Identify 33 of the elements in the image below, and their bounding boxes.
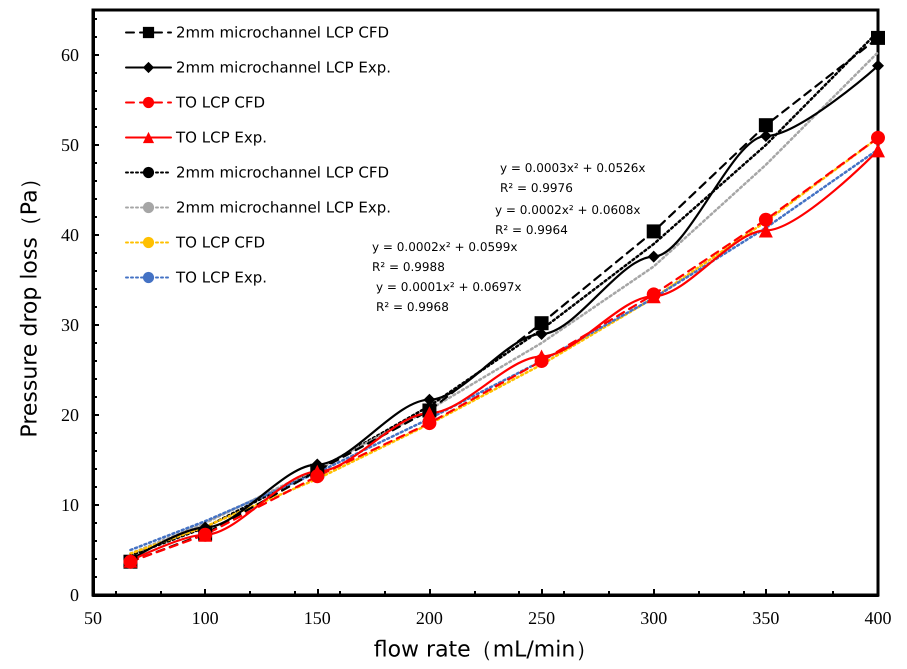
legend-label: TO LCP Exp. [175,268,268,286]
y-axis-title: Pressure drop loss（Pa） [18,167,42,438]
y-tick-label: 30 [61,315,79,335]
x-axis-title: flow rate（mL/min） [374,638,598,662]
legend-label: 2mm microchannel LCP CFD [176,164,389,182]
annotation: y = 0.0002x² + 0.0599x [372,240,518,254]
x-tick-label: 150 [304,608,331,628]
y-tick-label: 60 [61,45,79,65]
legend-label: TO LCP CFD [175,94,266,112]
x-tick-label: 350 [752,608,780,628]
x-tick-label: 250 [528,608,556,628]
legend-label: 2mm microchannel LCP CFD [176,24,389,42]
x-tick-label: 400 [864,608,892,628]
annotation: y = 0.0003x² + 0.0526x [500,161,646,175]
y-tick-label: 20 [61,405,79,425]
annotation: R² = 0.9988 [372,260,445,274]
legend-label: 2mm microchannel LCP Exp. [176,198,391,216]
x-tick-label: 100 [192,608,219,628]
legend-label: TO LCP Exp. [175,128,268,146]
legend-label: 2mm microchannel LCP Exp. [176,58,391,76]
y-tick-label: 40 [61,225,79,245]
annotation: R² = 0.9976 [500,181,573,195]
x-tick-label: 200 [416,608,443,628]
y-tick-label: 0 [70,585,79,605]
y-tick-label: 50 [61,135,79,155]
annotation: y = 0.0002x² + 0.0608x [494,203,640,217]
y-tick-label: 10 [61,495,79,515]
x-tick-label: 300 [640,608,668,628]
legend-label: TO LCP CFD [175,234,266,252]
annotation: R² = 0.9964 [494,223,568,237]
annotation: R² = 0.9968 [376,300,449,314]
x-tick-label: 50 [84,608,102,628]
annotation: y = 0.0001x² + 0.0697x [376,280,522,294]
